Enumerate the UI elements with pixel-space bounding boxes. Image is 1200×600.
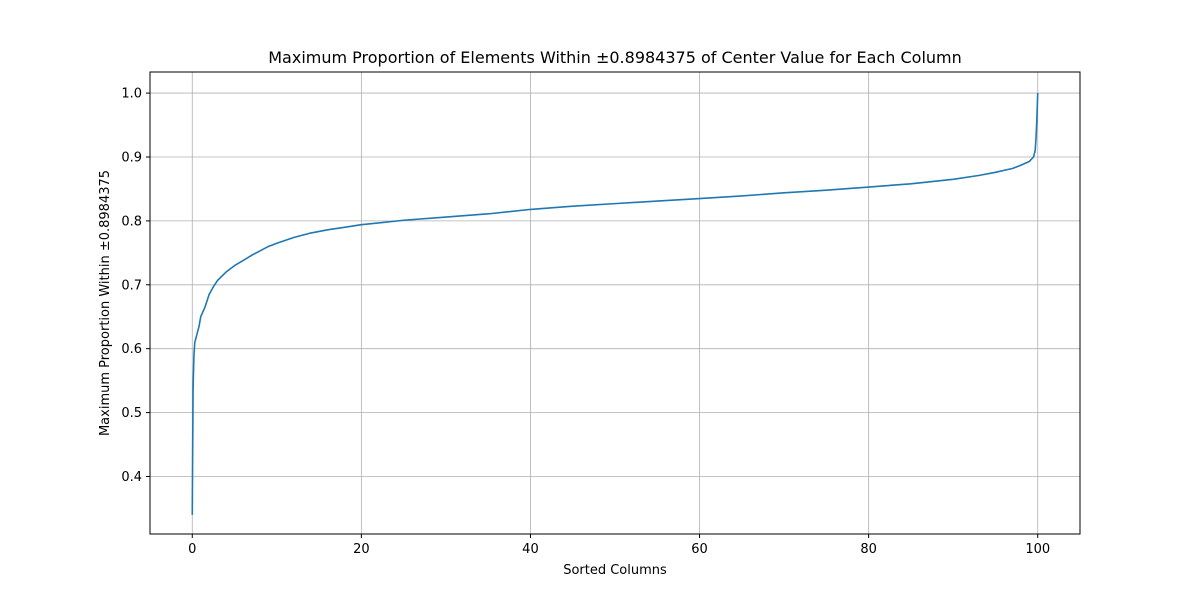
x-tick-label: 0 bbox=[188, 542, 196, 557]
series-layer bbox=[191, 93, 1039, 515]
y-tick-label: 0.6 bbox=[121, 342, 142, 357]
x-tick-label: 40 bbox=[522, 542, 539, 557]
y-tick-label: 1.0 bbox=[121, 87, 142, 102]
x-tick-label: 100 bbox=[1025, 542, 1050, 557]
grid-lines bbox=[150, 72, 1080, 534]
x-tick-label: 20 bbox=[353, 542, 370, 557]
y-axis-ticks: 0.4 0.5 0.6 0.7 0.8 0.9 1.0 bbox=[121, 87, 150, 485]
y-tick-label: 0.5 bbox=[121, 406, 142, 421]
y-tick-label: 0.8 bbox=[121, 214, 142, 229]
x-axis-ticks: 0 20 40 60 80 100 bbox=[188, 534, 1050, 557]
plot-frame bbox=[149, 71, 1081, 535]
y-axis-label: Maximum Proportion Within ±0.8984375 bbox=[98, 170, 113, 436]
x-tick-label: 60 bbox=[691, 542, 708, 557]
y-tick-label: 0.4 bbox=[121, 470, 142, 485]
x-axis-label: Sorted Columns bbox=[563, 563, 667, 578]
series-line bbox=[191, 93, 1039, 515]
y-tick-label: 0.9 bbox=[121, 150, 142, 165]
x-tick-label: 80 bbox=[860, 542, 877, 557]
y-tick-label: 0.7 bbox=[121, 278, 142, 293]
chart-title: Maximum Proportion of Elements Within ±0… bbox=[268, 48, 962, 67]
